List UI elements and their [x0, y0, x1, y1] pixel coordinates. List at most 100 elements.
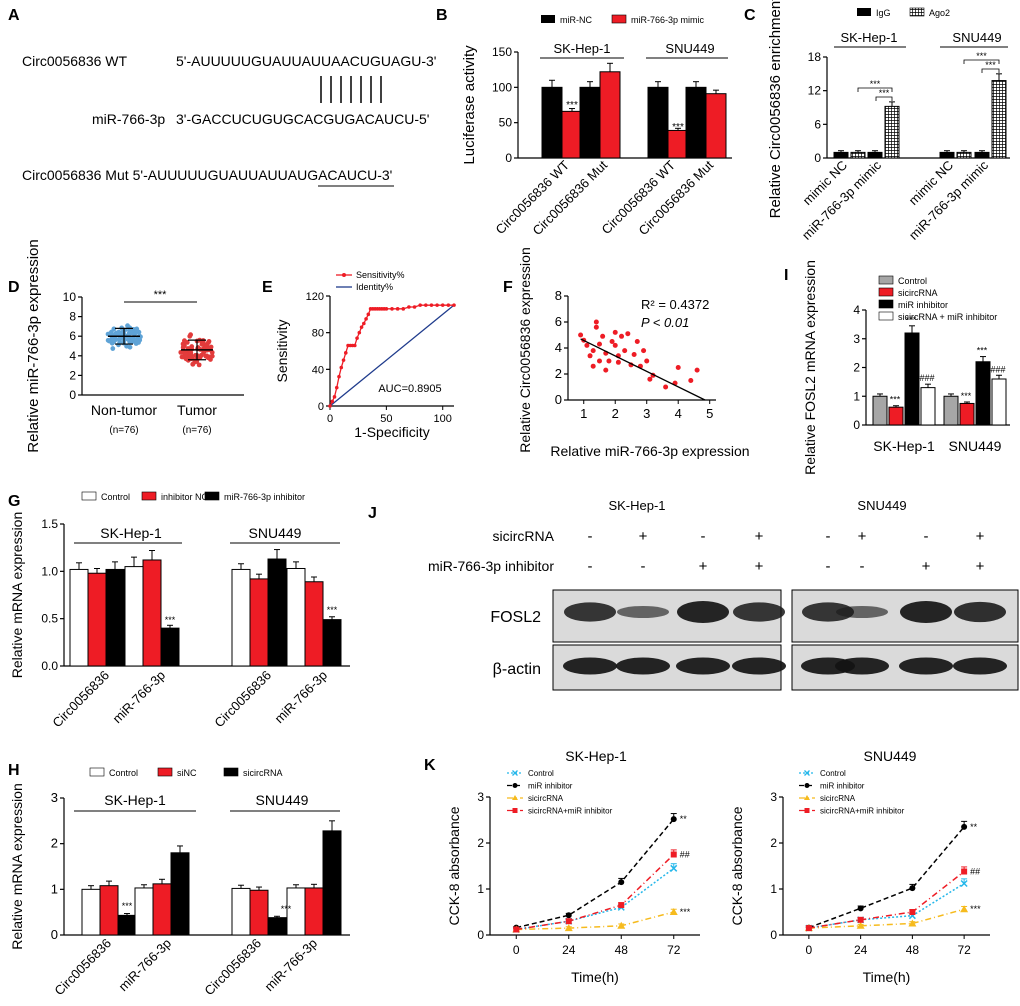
series-line [516, 911, 674, 931]
legend-swatch [81, 491, 97, 501]
data-point [670, 851, 677, 858]
roc-point [424, 303, 428, 307]
y-tick-label: 3 [770, 790, 777, 804]
wt-sequence: 5'-AUUUUUGUAUUAUUAACUGUAGU-3' [176, 53, 436, 69]
y-tick-label: 1 [770, 882, 777, 896]
p-value-label: P < 0.01 [641, 315, 689, 330]
roc-point [343, 351, 348, 355]
roc-point [337, 374, 341, 379]
bar [286, 567, 306, 667]
blot-row-label-sicircrna: sicircRNA [493, 528, 555, 544]
data-point [128, 330, 134, 336]
band-fosl2 [802, 602, 854, 622]
bar [117, 914, 137, 936]
roc-point [339, 365, 344, 370]
x-tick-label: 48 [906, 943, 920, 957]
legend-swatch [909, 7, 925, 17]
y-tick-label: 120 [306, 291, 324, 303]
band-actin [953, 657, 1007, 675]
bar [872, 395, 888, 426]
legend-label: Sensitivity% [356, 270, 405, 280]
chart-b: 0 50 100 150 Luciferase activity miR-NC miR-76… [461, 14, 732, 238]
data-point [180, 345, 186, 350]
panel-letter-d: D [8, 279, 20, 296]
y-axis-label: Relative Circ0056836 expression [517, 247, 533, 452]
legend-label: Control [820, 769, 846, 778]
y-axis-label: Relative miR-766-3p expression [25, 239, 42, 452]
panel-letter-i: I [784, 267, 788, 284]
y-tick-label: 1 [477, 882, 484, 896]
chart-i: 0 1 2 3 4 Relative FOSL2 mRNA expression Contr… [802, 260, 1010, 475]
bar [705, 93, 727, 159]
significance-label: ** [680, 814, 688, 824]
bar [541, 86, 563, 159]
roc-point [440, 303, 445, 307]
western-blot: SK-Hep-1 SNU449 sicircRNA miR-766-3p inh… [428, 498, 1019, 691]
mir-label: miR-766-3p [92, 111, 165, 127]
data-point [857, 905, 864, 912]
bar [249, 889, 269, 936]
data-point [587, 353, 593, 359]
lane-sign: - [588, 558, 593, 575]
y-tick-label: 0 [477, 928, 484, 942]
bar [991, 378, 1007, 426]
data-point [110, 338, 116, 343]
data-point [617, 921, 626, 929]
y-axis-label: Relative FOSL2 mRNA expression [802, 260, 818, 475]
data-point [116, 329, 122, 335]
y-tick-label: 100 [492, 80, 512, 94]
data-point [857, 916, 864, 923]
chart-e: 0 40 80 120 0 50 100 Sensitivity 1-Specificity Se… [274, 270, 456, 440]
bar [884, 105, 900, 159]
data-point [134, 328, 140, 333]
data-point [606, 358, 612, 364]
data-point [618, 902, 625, 909]
x-tick-label: 0 [327, 413, 333, 425]
y-axis-label: Relative mRNA expression [9, 512, 25, 679]
lane-sign: - [826, 528, 831, 545]
significance-label: *** [566, 100, 578, 111]
panel-letter-c: C [744, 7, 756, 24]
data-point [593, 319, 599, 325]
bar [105, 568, 125, 667]
legend-label: Ago2 [929, 8, 950, 18]
data-point [694, 367, 700, 373]
data-point [565, 912, 572, 919]
blot-group-label: SNU449 [857, 498, 906, 513]
bar [939, 151, 955, 159]
lane-sign: + [976, 528, 985, 545]
band-actin [732, 657, 786, 675]
significance-label: *** [970, 904, 981, 914]
y-tick-label: 2 [770, 836, 777, 850]
bar [322, 830, 342, 936]
x-axis-label: 1-Specificity [354, 424, 429, 440]
chart-k-snu449: 0 1 2 3 0 24 48 72 CCK-8 absorbance Time(h) SNU449… [729, 748, 990, 985]
legend-marker [512, 770, 518, 776]
bar [142, 559, 162, 667]
x-tick-label: SK-Hep-1 [873, 438, 935, 454]
legend-marker [804, 783, 810, 788]
legend-label: miR inhibitor [898, 300, 948, 310]
bar [134, 887, 154, 936]
data-point [612, 342, 618, 348]
data-point [670, 864, 678, 872]
bar [959, 402, 975, 426]
y-axis-label: CCK-8 absorbance [729, 806, 745, 925]
x-tick-label: Circ0056836 [51, 936, 114, 999]
x-tick-label: Non-tumor [91, 402, 157, 418]
roc-point [384, 307, 389, 311]
y-axis-label: Luciferase activity [461, 45, 478, 165]
lane-sign: + [699, 558, 708, 575]
y-tick-label: 1.0 [41, 564, 58, 578]
y-tick-label: 3 [477, 790, 484, 804]
panel-letter-j: J [368, 505, 377, 522]
lane-sign: + [755, 558, 764, 575]
legend-swatch [878, 299, 894, 309]
roc-point [435, 303, 439, 307]
data-point [564, 924, 573, 932]
legend-label: sicircRNA [820, 794, 856, 803]
bar [888, 406, 904, 426]
x-tick-label: 50 [380, 413, 392, 425]
y-tick-label: 40 [312, 364, 324, 376]
